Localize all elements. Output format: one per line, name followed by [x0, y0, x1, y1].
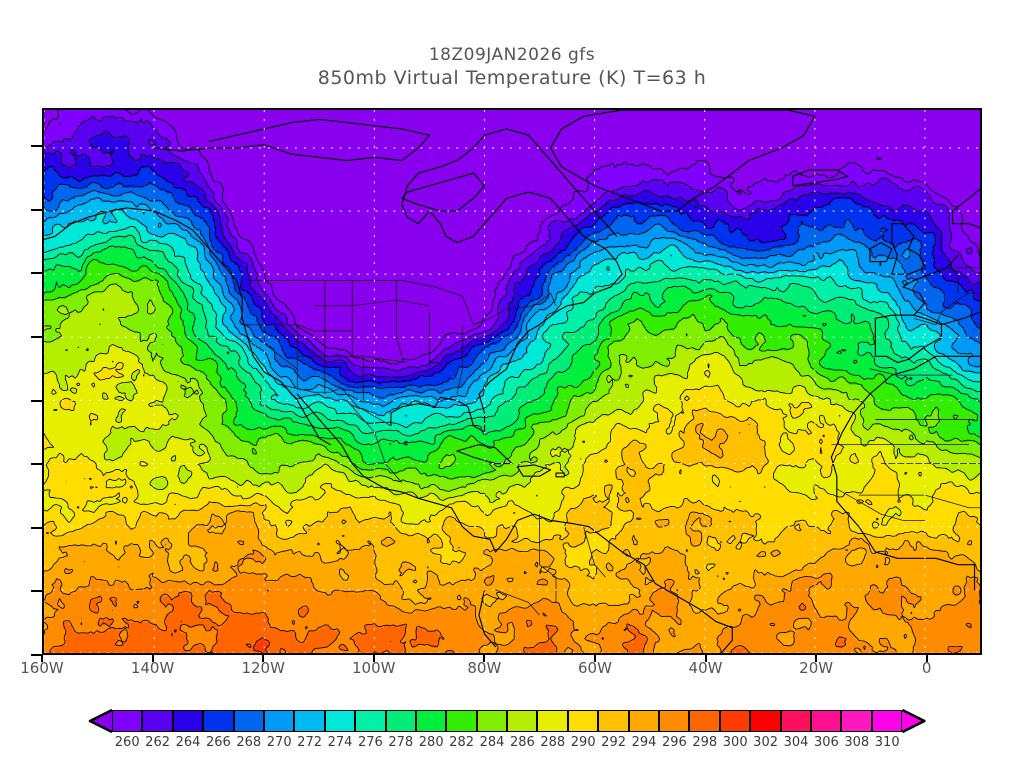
colorbar-swatch — [355, 710, 386, 732]
colorbar-tick-label: 270 — [266, 735, 292, 750]
colorbar-swatch — [385, 710, 416, 732]
colorbar-swatch — [871, 710, 903, 732]
colorbar-swatch — [294, 710, 325, 732]
x-axis-tick-label: 140W — [130, 659, 175, 677]
colorbar-swatch — [263, 710, 295, 732]
colorbar-tick-label: 298 — [692, 735, 718, 750]
colorbar-swatch — [780, 710, 811, 732]
x-axis-tick-label: 160W — [20, 659, 64, 677]
colorbar-swatch — [233, 710, 264, 732]
chart-title-block: 18Z09JAN2026 gfs 850mb Virtual Temperatu… — [0, 44, 1024, 91]
colorbar-tick-label: 308 — [844, 735, 870, 750]
colorbar-tick-label: 296 — [661, 735, 687, 750]
colorbar-over-arrow — [902, 710, 925, 732]
y-axis-tick-mark — [31, 526, 42, 529]
y-axis-tick-mark — [31, 335, 42, 338]
colorbar-tick-label: 294 — [631, 735, 657, 750]
colorbar-swatch — [203, 710, 234, 732]
colorbar-tick-label: 284 — [479, 735, 505, 750]
x-axis-tick-mark — [372, 655, 375, 662]
colorbar-tick-label: 288 — [540, 735, 566, 750]
colorbar-swatch — [628, 710, 660, 732]
colorbar-swatch — [507, 710, 538, 732]
coastlines — [44, 110, 980, 653]
x-axis-tick-label: 20W — [799, 659, 834, 677]
x-axis-tick-mark — [41, 655, 43, 662]
x-axis-tick-mark — [815, 655, 818, 662]
x-axis-tick-label: 40W — [688, 659, 723, 677]
y-axis-tick-mark — [31, 590, 42, 593]
contour-lines — [44, 110, 980, 653]
colorbar-tick-label: 266 — [205, 735, 231, 750]
colorbar-swatch — [476, 710, 508, 732]
colorbar-tick-label: 300 — [722, 735, 748, 750]
x-axis-tick-label: 120W — [241, 659, 285, 677]
chart-title-line-1: 18Z09JAN2026 gfs — [428, 45, 596, 65]
x-axis-tick-mark — [151, 655, 154, 662]
colorbar-swatch — [810, 710, 842, 732]
x-axis-tick-label: 60W — [577, 659, 612, 677]
colorbar-tick-label: 306 — [813, 735, 839, 750]
colorbar-swatch — [567, 710, 599, 732]
x-axis-tick-mark — [593, 655, 596, 662]
colorbar-swatch — [446, 710, 477, 732]
chart-title-line-2: 850mb Virtual Temperature (K) T=63 h — [317, 67, 707, 90]
colorbar-tick-label: 274 — [327, 735, 353, 750]
x-axis-tick-label: 80W — [467, 659, 502, 677]
temperature-fill — [44, 110, 980, 653]
y-axis-tick-mark — [31, 145, 42, 148]
x-axis-tick-mark — [483, 655, 486, 662]
map-plot-area — [42, 108, 982, 655]
colorbar-swatch — [324, 710, 356, 732]
colorbar-swatch — [142, 710, 173, 732]
x-axis-tick-mark — [262, 655, 265, 662]
colorbar-under-arrow — [90, 710, 112, 732]
x-axis-tick-label: 100W — [352, 659, 396, 677]
colorbar-tick-label: 260 — [114, 735, 140, 750]
colorbar-swatch — [750, 710, 781, 732]
colorbar-swatch — [537, 710, 568, 732]
x-axis-tick-mark — [704, 655, 707, 662]
colorbar-swatch — [841, 710, 872, 732]
temperature-field-map — [44, 110, 980, 653]
colorbar-swatch — [112, 710, 143, 732]
colorbar-tick-label: 276 — [357, 735, 383, 750]
colorbar-swatch — [415, 710, 447, 732]
colorbar-tick-label: 268 — [236, 735, 262, 750]
colorbar-tick-label: 262 — [145, 735, 171, 750]
y-axis-tick-mark — [31, 399, 42, 402]
colorbar-tick-label: 310 — [874, 735, 900, 750]
y-axis-tick-mark — [31, 272, 42, 275]
colorbar-tick-label: 290 — [570, 735, 596, 750]
colorbar: 260 262 264 266 268 270 272 274 276 278 280 282 284 2… — [0, 706, 1024, 758]
colorbar-swatch — [598, 710, 629, 732]
x-axis-tick-mark — [925, 655, 928, 662]
y-axis-tick-mark — [31, 654, 42, 656]
colorbar-tick-label: 264 — [175, 735, 201, 750]
colorbar-tick-label: 282 — [449, 735, 475, 750]
colorbar-tick-label: 272 — [297, 735, 323, 750]
y-axis-tick-mark — [31, 208, 42, 211]
colorbar-swatch — [659, 710, 690, 732]
graticule — [44, 110, 980, 653]
x-axis-tick-label: 0 — [921, 659, 932, 677]
colorbar-swatch — [172, 710, 204, 732]
colorbar-tick-label: 304 — [783, 735, 809, 750]
political-borders — [242, 242, 980, 616]
colorbar-tick-label: 280 — [418, 735, 444, 750]
colorbar-tick-label: 286 — [509, 735, 535, 750]
colorbar-tick-label: 292 — [601, 735, 627, 750]
colorbar-strip — [112, 710, 903, 732]
colorbar-tick-label: 302 — [753, 735, 779, 750]
colorbar-tick-label: 278 — [388, 735, 414, 750]
colorbar-swatch — [689, 710, 720, 732]
colorbar-swatch — [719, 710, 751, 732]
y-axis-tick-mark — [31, 463, 42, 466]
